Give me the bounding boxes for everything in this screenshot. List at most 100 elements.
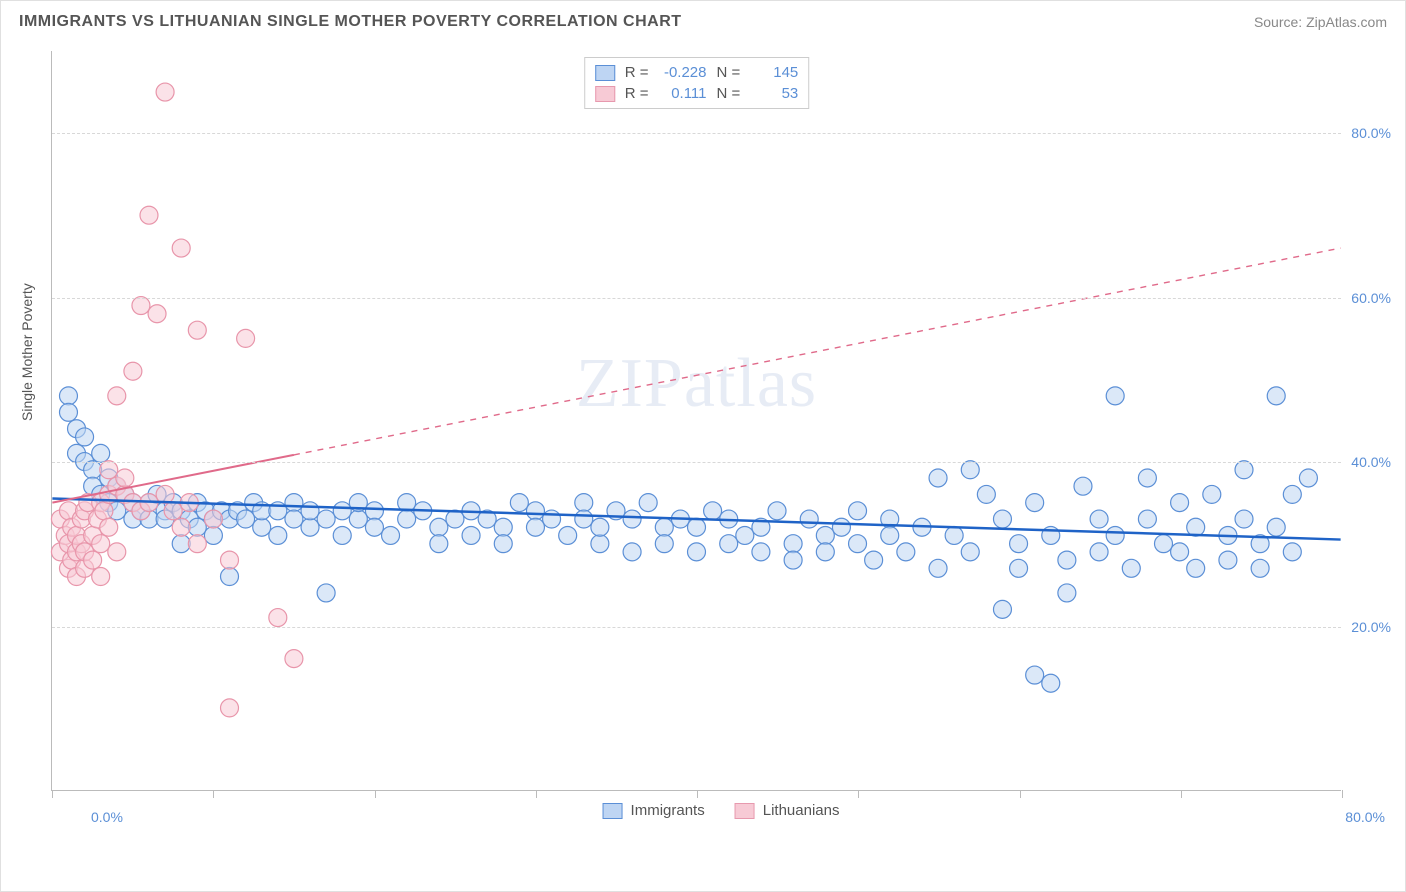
data-point <box>59 387 77 405</box>
data-point <box>543 510 561 528</box>
swatch <box>595 65 615 81</box>
data-point <box>688 543 706 561</box>
data-point <box>1010 559 1028 577</box>
data-point <box>269 609 287 627</box>
y-tick-label: 20.0% <box>1345 619 1391 635</box>
n-value: 145 <box>750 64 798 81</box>
data-point <box>816 543 834 561</box>
data-point <box>1235 510 1253 528</box>
gridline <box>52 462 1341 463</box>
legend-item: Lithuanians <box>735 802 840 819</box>
trend-line-dashed <box>294 248 1341 455</box>
data-point <box>188 535 206 553</box>
data-point <box>1026 494 1044 512</box>
x-max-label: 80.0% <box>1345 809 1385 825</box>
swatch <box>735 803 755 819</box>
data-point <box>1187 559 1205 577</box>
x-tick <box>536 790 537 798</box>
n-value: 53 <box>750 85 798 102</box>
data-point <box>430 535 448 553</box>
data-point <box>1283 543 1301 561</box>
data-point <box>59 403 77 421</box>
data-point <box>526 518 544 536</box>
r-label: R = <box>625 64 649 81</box>
plot-region: ZIPatlas R =-0.228N =145R =0.111N =53 20… <box>51 51 1341 791</box>
data-point <box>76 428 94 446</box>
data-point <box>865 551 883 569</box>
data-point <box>494 518 512 536</box>
data-point <box>1267 387 1285 405</box>
swatch <box>595 86 615 102</box>
legend-stats: R =-0.228N =145R =0.111N =53 <box>584 57 810 109</box>
data-point <box>800 510 818 528</box>
source-text: Source: ZipAtlas.com <box>1254 14 1387 30</box>
y-tick-label: 40.0% <box>1345 454 1391 470</box>
data-point <box>849 502 867 520</box>
data-point <box>430 518 448 536</box>
data-point <box>92 535 110 553</box>
data-point <box>269 526 287 544</box>
data-point <box>623 543 641 561</box>
data-point <box>1155 535 1173 553</box>
data-point <box>1267 518 1285 536</box>
data-point <box>945 526 963 544</box>
data-point <box>92 568 110 586</box>
legend-stat-row: R =0.111N =53 <box>595 83 799 104</box>
y-tick-label: 60.0% <box>1345 290 1391 306</box>
data-point <box>784 535 802 553</box>
data-point <box>832 518 850 536</box>
data-point <box>172 518 190 536</box>
data-point <box>237 329 255 347</box>
data-point <box>816 526 834 544</box>
x-min-label: 0.0% <box>91 809 123 825</box>
data-point <box>575 510 593 528</box>
x-tick <box>375 790 376 798</box>
data-point <box>95 502 113 520</box>
data-point <box>140 206 158 224</box>
data-point <box>172 239 190 257</box>
data-point <box>349 510 367 528</box>
x-tick <box>1342 790 1343 798</box>
r-value: 0.111 <box>659 85 707 102</box>
data-point <box>1010 535 1028 553</box>
data-point <box>768 502 786 520</box>
legend-series: ImmigrantsLithuanians <box>603 802 840 819</box>
data-point <box>221 568 239 586</box>
data-point <box>317 510 335 528</box>
header: IMMIGRANTS VS LITHUANIAN SINGLE MOTHER P… <box>1 1 1405 39</box>
data-point <box>494 535 512 553</box>
gridline <box>52 133 1341 134</box>
data-point <box>1106 526 1124 544</box>
legend-label: Lithuanians <box>763 802 840 819</box>
data-point <box>100 461 118 479</box>
data-point <box>1090 543 1108 561</box>
x-tick <box>52 790 53 798</box>
data-point <box>1251 559 1269 577</box>
x-tick <box>858 790 859 798</box>
data-point <box>317 584 335 602</box>
data-point <box>1171 494 1189 512</box>
data-point <box>285 650 303 668</box>
data-point <box>124 362 142 380</box>
data-point <box>655 518 673 536</box>
data-point <box>1283 485 1301 503</box>
data-point <box>365 518 383 536</box>
x-tick <box>1020 790 1021 798</box>
r-label: R = <box>625 85 649 102</box>
data-point <box>1138 510 1156 528</box>
data-point <box>285 494 303 512</box>
data-point <box>1074 477 1092 495</box>
data-point <box>462 526 480 544</box>
data-point <box>1299 469 1317 487</box>
data-point <box>1138 469 1156 487</box>
data-point <box>84 551 102 569</box>
data-point <box>704 502 722 520</box>
gridline <box>52 298 1341 299</box>
data-point <box>132 297 150 315</box>
data-point <box>1042 674 1060 692</box>
data-point <box>1203 485 1221 503</box>
data-point <box>559 526 577 544</box>
plot-svg <box>52 51 1341 790</box>
data-point <box>929 469 947 487</box>
data-point <box>221 699 239 717</box>
